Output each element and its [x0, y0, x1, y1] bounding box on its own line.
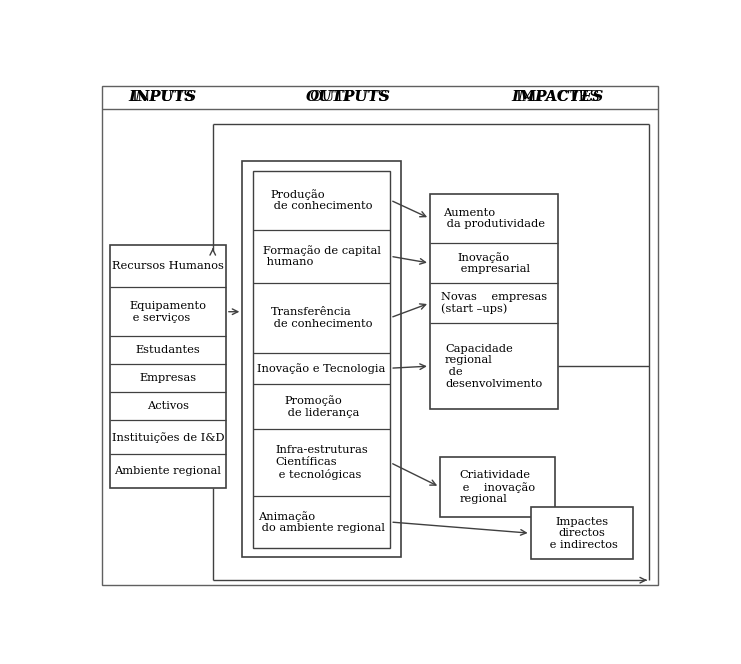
Text: Capacidade
regional
 de
desenvolvimento: Capacidade regional de desenvolvimento [445, 344, 542, 388]
Bar [531, 507, 633, 559]
Text: Produção
 de conhecimento: Produção de conhecimento [270, 189, 373, 211]
Text: Instituições de I&D: Instituições de I&D [112, 432, 224, 443]
Text: Aumento
 da produtividade: Aumento da produtividade [442, 208, 545, 229]
Bar [440, 457, 554, 517]
Text: OUTPUTS: OUTPUTS [309, 90, 388, 104]
Bar [430, 194, 558, 409]
Text: Inovação
 empresarial: Inovação empresarial [457, 252, 531, 274]
Text: Ambiente regional: Ambiente regional [114, 466, 222, 476]
Text: Inovação e Tecnologia: Inovação e Tecnologia [257, 363, 386, 374]
Bar [242, 161, 401, 557]
Text: IMPACTES: IMPACTES [511, 90, 604, 104]
Text: Infra-estruturas
Científicas
 e tecnológicas: Infra-estruturas Científicas e tecnológi… [275, 446, 368, 479]
Bar [110, 245, 226, 488]
Text: Estudantes: Estudantes [136, 345, 200, 355]
Text: INPUTS: INPUTS [131, 90, 193, 104]
Text: Recursos Humanos: Recursos Humanos [112, 262, 224, 272]
Text: INPUTS: INPUTS [128, 90, 196, 104]
Text: IMPACTES: IMPACTES [515, 90, 600, 104]
Text: Transferência
 de conhecimento: Transferência de conhecimento [270, 307, 373, 329]
Text: Empresas: Empresas [139, 373, 196, 383]
Text: Novas    empresas
(start –ups): Novas empresas (start –ups) [441, 292, 547, 314]
Text: Equipamento
 e serviços: Equipamento e serviços [129, 301, 206, 323]
Text: Criatividade
 e    inovação
regional: Criatividade e inovação regional [459, 470, 535, 504]
Text: Activos: Activos [147, 401, 189, 411]
Bar [253, 171, 391, 548]
Text: Impactes
directos
 e indirectos: Impactes directos e indirectos [545, 517, 617, 550]
Text: Promoção
 de liderança: Promoção de liderança [284, 395, 359, 418]
Text: Formação de capital
 humano: Formação de capital humano [263, 245, 381, 268]
Text: OUTPUTS: OUTPUTS [306, 90, 391, 104]
Text: Animação
 do ambiente regional: Animação do ambiente regional [258, 511, 385, 533]
